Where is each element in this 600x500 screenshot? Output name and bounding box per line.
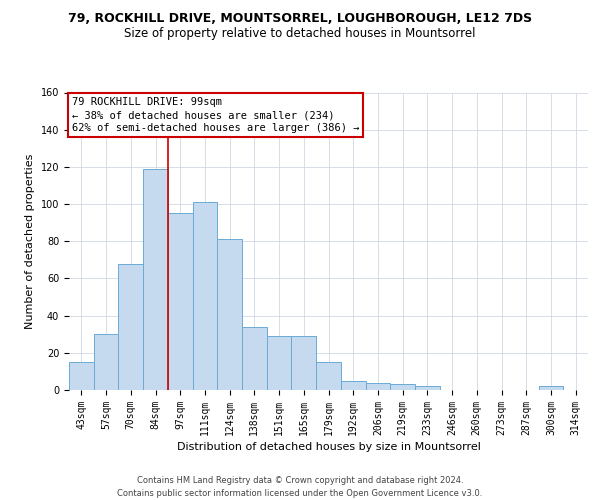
Bar xyxy=(341,380,365,390)
Text: Contains HM Land Registry data © Crown copyright and database right 2024.
Contai: Contains HM Land Registry data © Crown c… xyxy=(118,476,482,498)
X-axis label: Distribution of detached houses by size in Mountsorrel: Distribution of detached houses by size … xyxy=(176,442,481,452)
Bar xyxy=(217,240,242,390)
Bar xyxy=(267,336,292,390)
Bar xyxy=(242,327,267,390)
Bar xyxy=(193,202,217,390)
Bar xyxy=(168,214,193,390)
Text: Size of property relative to detached houses in Mountsorrel: Size of property relative to detached ho… xyxy=(124,28,476,40)
Bar xyxy=(118,264,143,390)
Bar xyxy=(292,336,316,390)
Text: 79, ROCKHILL DRIVE, MOUNTSORREL, LOUGHBOROUGH, LE12 7DS: 79, ROCKHILL DRIVE, MOUNTSORREL, LOUGHBO… xyxy=(68,12,532,26)
Text: 79 ROCKHILL DRIVE: 99sqm
← 38% of detached houses are smaller (234)
62% of semi-: 79 ROCKHILL DRIVE: 99sqm ← 38% of detach… xyxy=(71,97,359,134)
Y-axis label: Number of detached properties: Number of detached properties xyxy=(25,154,35,329)
Bar xyxy=(94,334,118,390)
Bar xyxy=(415,386,440,390)
Bar xyxy=(69,362,94,390)
Bar xyxy=(143,168,168,390)
Bar xyxy=(390,384,415,390)
Bar xyxy=(316,362,341,390)
Bar xyxy=(365,382,390,390)
Bar xyxy=(539,386,563,390)
